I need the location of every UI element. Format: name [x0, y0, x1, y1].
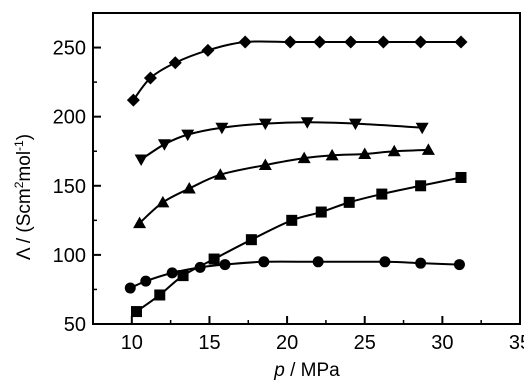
y-tick-label: 150 [53, 176, 86, 198]
triangle-up-marker [133, 216, 147, 229]
tick-labels: 10 15 20 25 30 35 50 100 150 200 250 [53, 38, 524, 354]
axis-ticks [93, 46, 521, 325]
triangle-up-marker [421, 143, 435, 155]
triangle-up-marker [156, 195, 170, 208]
y-axis-title: Λ / (Scm2mol-1) [12, 134, 35, 260]
triangle-up-marker [358, 147, 372, 159]
square-marker [130, 306, 142, 318]
square-marker [177, 270, 189, 282]
circle-marker [140, 275, 152, 287]
circle-marker [379, 256, 391, 268]
square-marker [455, 171, 467, 183]
diamond-marker [414, 35, 428, 49]
diamond-marker [344, 35, 358, 49]
diamond-marker [238, 35, 252, 49]
diamond-marker [168, 56, 182, 70]
diamond-marker [313, 35, 327, 49]
triangle-down-marker [157, 139, 171, 151]
triangle-down-marker [181, 129, 195, 142]
x-axis-title: p / MPa [273, 360, 340, 381]
diamond-marker [126, 93, 140, 107]
circle-marker [219, 259, 231, 271]
triangle-up-series-line [138, 148, 429, 224]
x-tick-label: 30 [431, 332, 453, 354]
diamond-series-line [132, 40, 461, 101]
diamond-marker [376, 35, 390, 49]
triangle-down-marker [258, 118, 272, 131]
circle-marker [166, 267, 178, 279]
triangle-down-marker [134, 154, 148, 167]
square-marker [376, 188, 388, 200]
triangle-down-marker [215, 122, 229, 135]
triangle-down-marker [415, 122, 429, 135]
triangle-up-marker [258, 158, 272, 171]
circle-series-line [129, 260, 460, 289]
x-tick-label: 15 [198, 332, 220, 354]
square-marker [208, 253, 220, 265]
square-marker [415, 180, 427, 192]
square-marker [245, 234, 257, 246]
circle-marker [258, 256, 270, 268]
square-marker [154, 289, 166, 301]
y-tick-label: 100 [53, 245, 86, 267]
circle-marker [194, 261, 206, 273]
circle-marker [415, 257, 427, 269]
triangle-up-marker [213, 168, 227, 180]
circle-marker [453, 259, 465, 271]
y-tick-label: 200 [53, 107, 86, 129]
triangle-down-marker [348, 118, 362, 131]
circle-marker [124, 282, 136, 294]
triangle-down-series-line [140, 121, 423, 161]
data-markers [124, 35, 468, 318]
y-tick-label: 250 [53, 38, 86, 60]
triangle-up-marker [325, 148, 339, 161]
x-tick-label: 10 [121, 332, 143, 354]
square-series-line [135, 176, 462, 313]
triangle-up-marker [387, 144, 401, 157]
x-tick-label: 25 [354, 332, 376, 354]
square-marker [343, 196, 355, 208]
x-tick-label: 35 [509, 332, 524, 354]
square-marker [315, 206, 327, 218]
diamond-marker [143, 71, 157, 85]
circle-marker [312, 256, 324, 268]
plot-frame [92, 12, 521, 325]
triangle-down-marker [300, 117, 314, 129]
square-marker [286, 214, 298, 226]
x-tick-label: 20 [276, 332, 298, 354]
triangle-up-marker [297, 151, 311, 164]
triangle-up-marker [182, 182, 196, 194]
diamond-marker [201, 43, 215, 57]
diamond-marker [283, 35, 297, 49]
y-tick-label: 50 [64, 314, 86, 336]
diamond-marker [454, 35, 468, 49]
